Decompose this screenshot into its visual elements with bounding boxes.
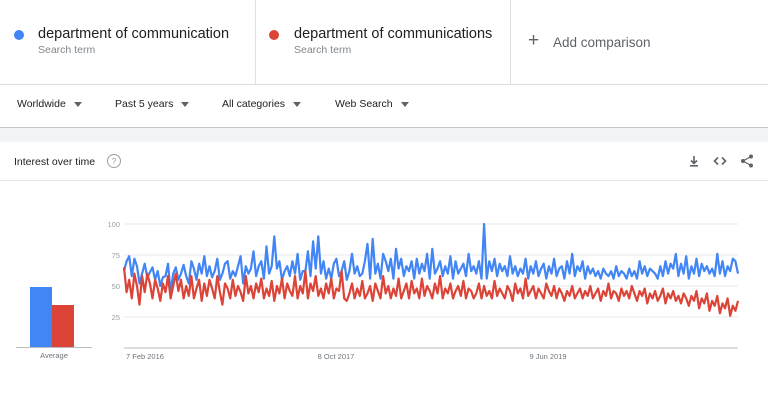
search-term-name[interactable]: department of communication bbox=[38, 26, 230, 42]
average-chart: Average bbox=[16, 202, 92, 362]
x-tick-label: 7 Feb 2016 bbox=[126, 352, 164, 361]
chevron-down-icon bbox=[181, 101, 190, 107]
x-tick-label: 9 Jun 2019 bbox=[529, 352, 566, 361]
y-tick-label: 50 bbox=[112, 282, 120, 291]
period-dropdown[interactable]: Past 5 years bbox=[115, 98, 190, 110]
plus-icon: + bbox=[528, 30, 540, 51]
series-line-2 bbox=[122, 267, 740, 317]
comparison-bar: department of communication Search term … bbox=[0, 0, 768, 85]
card-header: Interest over time ? bbox=[0, 142, 768, 181]
average-bar-series-2 bbox=[52, 305, 74, 347]
interest-line-chart[interactable]: 25 50 75 100 7 Feb 2016 8 Oct 2017 9 Jun 2019 bbox=[98, 214, 768, 404]
filter-bar: Worldwide Past 5 years All categories We… bbox=[0, 85, 768, 128]
category-value: All categories bbox=[222, 98, 286, 110]
category-dropdown[interactable]: All categories bbox=[222, 98, 302, 110]
region-dropdown[interactable]: Worldwide bbox=[17, 98, 82, 110]
x-tick-label: 8 Oct 2017 bbox=[318, 352, 355, 361]
period-value: Past 5 years bbox=[115, 98, 174, 110]
property-dropdown[interactable]: Web Search bbox=[335, 98, 409, 110]
chevron-down-icon bbox=[293, 101, 302, 107]
interest-over-time-card: Interest over time ? Average 25 50 75 100 7 … bbox=[0, 142, 768, 404]
chevron-down-icon bbox=[73, 101, 82, 107]
average-baseline bbox=[16, 347, 92, 348]
add-comparison-button[interactable]: + Add comparison bbox=[510, 0, 768, 84]
y-tick-label: 75 bbox=[112, 251, 120, 260]
search-term-type: Search term bbox=[38, 44, 96, 56]
series-color-dot bbox=[14, 30, 24, 40]
region-value: Worldwide bbox=[17, 98, 66, 110]
help-icon[interactable]: ? bbox=[107, 154, 121, 168]
card-title: Interest over time bbox=[14, 156, 96, 168]
share-icon[interactable] bbox=[739, 153, 755, 169]
property-value: Web Search bbox=[335, 98, 393, 110]
download-icon[interactable] bbox=[686, 153, 702, 169]
y-tick-label: 25 bbox=[112, 313, 120, 322]
embed-icon[interactable] bbox=[712, 153, 728, 169]
series-line-1 bbox=[122, 222, 740, 294]
chevron-down-icon bbox=[400, 101, 409, 107]
average-bar-series-1 bbox=[30, 287, 52, 347]
add-comparison-label: Add comparison bbox=[553, 35, 651, 50]
average-label: Average bbox=[40, 351, 68, 360]
search-term-1[interactable]: department of communication Search term bbox=[0, 0, 256, 84]
chart-svg: 25 50 75 100 7 Feb 2016 8 Oct 2017 9 Jun 2019 bbox=[107, 220, 740, 361]
search-term-name[interactable]: department of communications bbox=[294, 26, 493, 42]
search-term-2[interactable]: department of communications Search term bbox=[255, 0, 511, 84]
y-tick-label: 100 bbox=[107, 220, 120, 229]
series-color-dot bbox=[269, 30, 279, 40]
search-term-type: Search term bbox=[294, 44, 352, 56]
section-gap bbox=[0, 128, 768, 142]
